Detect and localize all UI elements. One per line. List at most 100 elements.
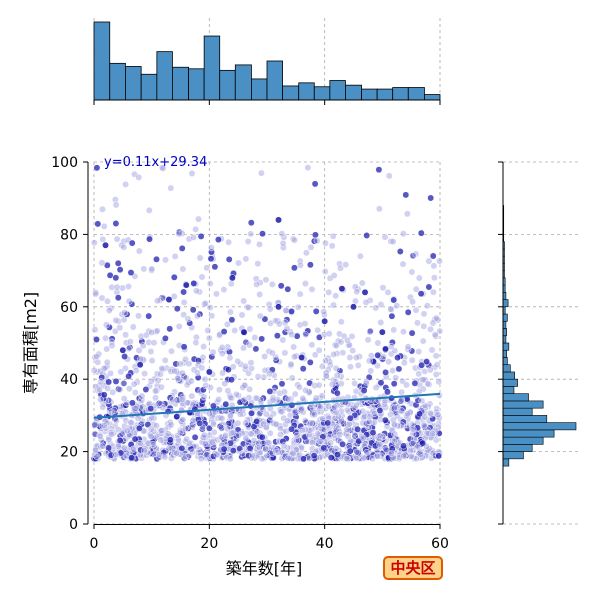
scatter-point	[103, 345, 111, 353]
scatter-point	[241, 362, 249, 370]
scatter-point	[400, 442, 407, 450]
scatter-point	[147, 377, 155, 385]
scatter-point	[120, 395, 128, 403]
x-histogram-bar	[361, 88, 378, 101]
scatter-point	[322, 357, 330, 365]
scatter-point	[158, 164, 166, 172]
scatter-point	[240, 396, 248, 404]
scatter-point	[190, 279, 198, 287]
scatter-point	[125, 297, 133, 305]
scatter-point	[400, 452, 408, 460]
scatter-point	[201, 440, 209, 448]
scatter-point	[356, 252, 364, 260]
scatter-point	[161, 453, 169, 461]
y-histogram-bar	[502, 357, 508, 366]
scatter-point	[235, 431, 243, 439]
scatter-point	[415, 274, 423, 282]
scatter-point	[284, 454, 292, 462]
x-histogram-bar	[407, 87, 425, 101]
scatter-point	[165, 296, 173, 304]
scatter-point	[153, 382, 161, 390]
scatter-point	[262, 424, 270, 431]
scatter-point	[224, 387, 232, 395]
scatter-point	[141, 370, 149, 378]
scatter-point	[245, 304, 253, 312]
scatter-point	[325, 330, 333, 338]
scatter-point	[236, 398, 244, 406]
scatter-point	[98, 374, 106, 381]
scatter-point	[227, 429, 235, 437]
scatter-point	[118, 241, 126, 249]
scatter-point	[201, 299, 209, 307]
scatter-point	[280, 442, 288, 450]
scatter-point	[396, 248, 404, 255]
scatter-point	[105, 436, 113, 444]
scatter-point	[216, 423, 224, 430]
scatter-point	[133, 354, 141, 362]
scatter-point	[241, 381, 249, 389]
scatter-point	[254, 439, 262, 447]
scatter-point	[374, 351, 382, 359]
scatter-point	[317, 402, 325, 410]
scatter-point	[339, 440, 347, 448]
scatter-point	[308, 341, 316, 349]
scatter-point	[242, 434, 250, 442]
scatter-point	[100, 365, 108, 372]
scatter-point	[254, 373, 262, 381]
y-tick-label: 100	[51, 155, 78, 171]
scatter-point	[265, 370, 273, 378]
scatter-point	[403, 381, 410, 389]
scatter-point	[129, 323, 137, 331]
scatter-point	[351, 297, 359, 305]
scatter-point	[412, 285, 420, 293]
scatter-point	[109, 388, 117, 396]
scatter-point	[311, 231, 319, 239]
scatter-point	[291, 407, 299, 415]
scatter-point	[215, 396, 223, 403]
scatter-point	[225, 255, 233, 263]
scatter-point	[246, 341, 253, 349]
scatter-point	[187, 445, 195, 453]
scatter-point	[96, 367, 104, 375]
scatter-point	[399, 260, 407, 268]
scatter-point	[290, 343, 298, 351]
scatter-point	[100, 391, 108, 399]
scatter-point	[385, 358, 393, 366]
scatter-point	[228, 376, 235, 384]
scatter-point	[208, 438, 216, 446]
scatter-point	[158, 427, 166, 435]
scatter-point	[336, 430, 344, 438]
scatter-point	[390, 437, 398, 445]
scatter-point	[181, 437, 189, 445]
scatter-point	[185, 452, 193, 460]
scatter-point	[337, 380, 345, 388]
scatter-point	[432, 352, 440, 360]
scatter-point	[337, 318, 345, 326]
scatter-point	[224, 425, 231, 433]
scatter-point	[99, 235, 107, 243]
y-histogram-bar	[502, 393, 529, 402]
scatter-point	[239, 410, 247, 418]
scatter-point	[288, 307, 295, 315]
scatter-point	[282, 421, 289, 428]
scatter-point	[394, 439, 402, 447]
scatter-point	[206, 304, 214, 312]
scatter-point	[350, 303, 357, 311]
scatter-point	[435, 378, 443, 386]
scatter-point	[206, 410, 213, 418]
scatter-point	[167, 367, 175, 375]
scatter-point	[361, 288, 369, 296]
scatter-point	[108, 283, 116, 291]
scatter-point	[103, 419, 111, 427]
scatter-point	[198, 364, 206, 372]
scatter-point	[280, 414, 288, 422]
scatter-point	[225, 238, 233, 246]
x-histogram-bar	[188, 68, 205, 101]
scatter-point	[140, 265, 148, 273]
scatter-point	[135, 346, 143, 354]
scatter-point	[411, 379, 419, 387]
scatter-point	[415, 370, 423, 378]
scatter-point	[309, 439, 316, 447]
scatter-point	[393, 302, 401, 310]
